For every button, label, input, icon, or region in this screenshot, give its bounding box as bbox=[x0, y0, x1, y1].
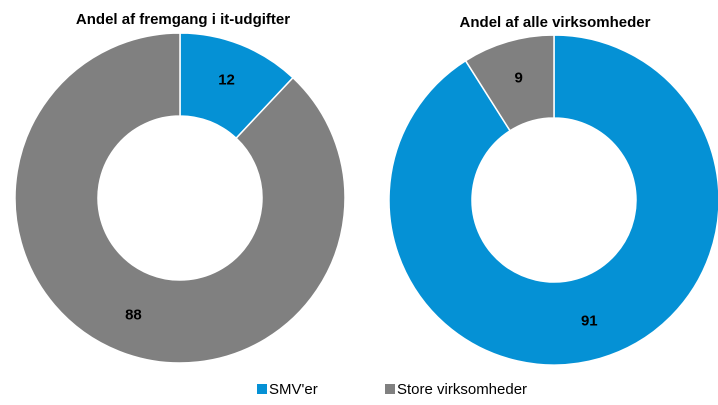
legend-label: Store virksomheder bbox=[397, 381, 527, 398]
data-label: 91 bbox=[581, 312, 598, 329]
chart-title: Andel af fremgang i it-udgifter bbox=[76, 11, 290, 28]
legend-swatch bbox=[385, 384, 395, 394]
legend-label: SMV'er bbox=[269, 381, 318, 398]
slice bbox=[14, 32, 346, 364]
slice bbox=[464, 34, 555, 132]
data-label: 88 bbox=[125, 307, 142, 324]
data-label: 12 bbox=[218, 71, 235, 88]
legend-swatch bbox=[257, 384, 267, 394]
chart-title: Andel af alle virksomheder bbox=[460, 14, 651, 31]
data-label: 9 bbox=[515, 69, 523, 86]
slice bbox=[388, 34, 718, 366]
